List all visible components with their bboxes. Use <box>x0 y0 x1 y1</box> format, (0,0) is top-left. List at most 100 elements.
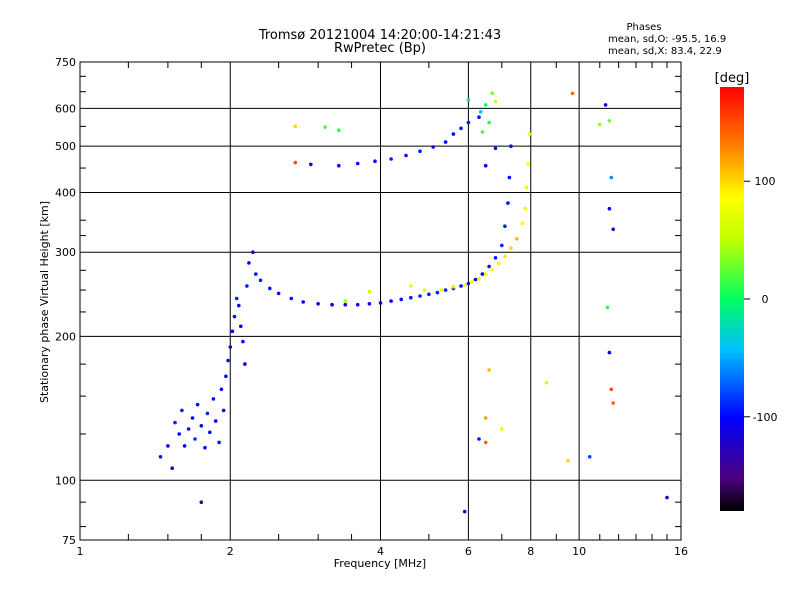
title-group: Tromsø 20121004 14:20:00-14:21:43 RwPret… <box>258 28 501 56</box>
data-point <box>208 430 212 435</box>
data-point <box>605 305 610 310</box>
data-point <box>544 380 549 385</box>
data-point <box>409 295 413 300</box>
data-point <box>367 302 372 306</box>
data-point <box>466 98 471 102</box>
y-tick-label: 750 <box>55 56 76 69</box>
data-point <box>173 420 177 425</box>
y-tick-label: 300 <box>55 246 76 259</box>
data-point <box>378 301 383 305</box>
data-point <box>190 416 195 420</box>
data-point <box>418 294 422 298</box>
data-point <box>254 272 258 276</box>
series-e-region-echoes <box>158 250 258 471</box>
data-point <box>316 302 320 306</box>
data-point <box>228 345 233 349</box>
data-point <box>607 119 612 123</box>
data-point <box>483 163 488 168</box>
y-tick-label: 500 <box>55 140 76 153</box>
data-point <box>524 185 529 190</box>
data-point <box>373 159 377 163</box>
colorbar-tick-label: 100 <box>755 175 776 188</box>
data-point <box>268 286 272 291</box>
data-point <box>500 243 504 248</box>
data-point <box>523 206 528 211</box>
data-point <box>182 444 187 448</box>
data-point <box>293 160 298 165</box>
data-point <box>219 387 224 392</box>
data-point <box>221 408 226 413</box>
data-point <box>409 284 413 288</box>
data-point <box>480 130 485 134</box>
data-point <box>226 358 230 363</box>
data-point <box>490 91 495 96</box>
series-scattered-points <box>199 91 669 514</box>
data-point <box>343 302 348 307</box>
data-point <box>506 201 510 205</box>
y-tick-label: 400 <box>55 186 76 199</box>
data-point <box>487 368 491 372</box>
data-point <box>462 283 467 287</box>
data-point <box>451 285 456 289</box>
data-point <box>466 281 471 286</box>
x-tick-label: 4 <box>377 545 384 558</box>
colorbar-ticks: 100 0 -100 <box>744 175 777 424</box>
data-point <box>466 120 471 125</box>
data-point <box>443 140 448 144</box>
data-point <box>211 397 216 401</box>
colorbar-label: [deg] <box>715 71 750 86</box>
data-point <box>473 277 478 282</box>
data-point <box>483 440 488 445</box>
data-point <box>493 255 498 260</box>
minor-ticks <box>80 62 681 540</box>
data-point <box>503 224 507 228</box>
data-point <box>477 115 481 119</box>
data-point <box>493 99 498 104</box>
chart-title: Tromsø 20121004 14:20:00-14:21:43 <box>258 28 501 43</box>
data-point <box>399 297 404 302</box>
x-tick-label: 1 <box>77 545 84 558</box>
y-tick-label: 75 <box>62 534 76 547</box>
data-point <box>323 125 328 129</box>
data-point <box>158 455 163 459</box>
phase-stats-x: mean, sd,X: 83.4, 22.9 <box>608 46 722 57</box>
data-point <box>337 128 341 132</box>
colorbar-tick-label: -100 <box>753 411 778 424</box>
data-point <box>180 408 184 413</box>
series-f-region-x-mode <box>343 132 532 303</box>
data-point <box>337 163 341 168</box>
data-point <box>587 455 592 459</box>
colorbar: [deg] 100 0 -100 <box>715 71 777 511</box>
data-point <box>607 350 612 355</box>
data-point <box>459 126 463 131</box>
x-axis-label: Frequency [MHz] <box>334 557 426 570</box>
data-point <box>483 416 488 420</box>
data-point <box>404 153 408 158</box>
data-point <box>247 261 251 265</box>
data-point <box>301 300 306 304</box>
series-f-region-trace <box>258 144 513 307</box>
data-point <box>611 401 615 405</box>
y-tick-label: 600 <box>55 102 76 115</box>
data-point <box>470 280 474 284</box>
data-point <box>527 132 532 136</box>
series-upper-trace <box>309 115 481 168</box>
data-point <box>603 103 608 107</box>
data-point <box>232 314 237 319</box>
colorbar-gradient <box>720 87 744 511</box>
x-tick-label: 6 <box>465 545 472 558</box>
x-tick-label: 10 <box>572 545 586 558</box>
data-point <box>609 387 614 392</box>
data-point <box>193 437 197 441</box>
data-point <box>451 132 456 136</box>
data-point <box>422 288 427 292</box>
data-point <box>258 278 263 283</box>
data-point <box>515 237 519 241</box>
data-point <box>427 292 431 297</box>
data-point <box>487 264 491 269</box>
data-point <box>177 432 181 436</box>
data-point <box>170 466 174 471</box>
x-tick-labels: 1 2 4 6 8 10 16 <box>77 545 689 558</box>
data-point <box>239 324 243 329</box>
data-point <box>367 289 372 294</box>
